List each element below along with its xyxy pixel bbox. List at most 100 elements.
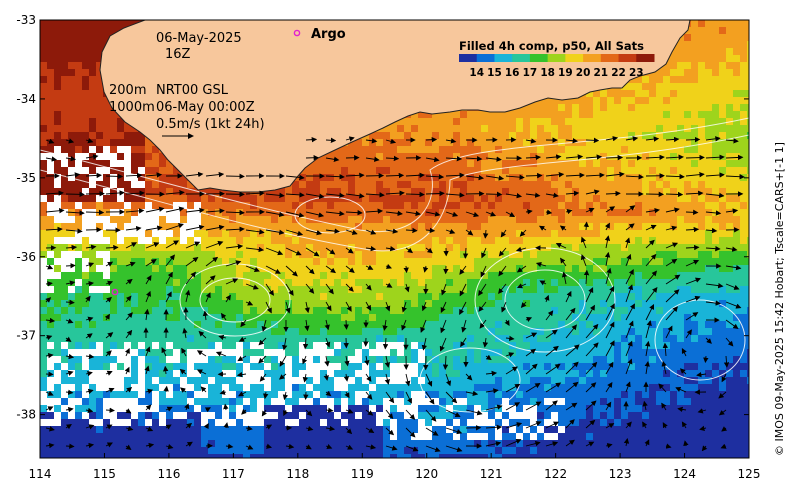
- sst-cell: [740, 104, 747, 111]
- sst-cell: [236, 370, 243, 377]
- sst-cell: [75, 258, 82, 265]
- sst-cell: [439, 272, 446, 279]
- sst-cell: [523, 377, 530, 384]
- sst-cell: [138, 321, 145, 328]
- sst-cell: [726, 132, 733, 139]
- sst-cell: [712, 90, 719, 97]
- sst-cell: [292, 335, 299, 342]
- sst-cell: [229, 258, 236, 265]
- sst-cell: [677, 104, 684, 111]
- sst-cell: [446, 300, 453, 307]
- sst-cell: [82, 55, 89, 62]
- sst-cell: [586, 321, 593, 328]
- sst-cell: [138, 251, 145, 258]
- sst-cell: [75, 314, 82, 321]
- sst-cell: [236, 223, 243, 230]
- sst-cell: [593, 90, 600, 97]
- sst-cell: [558, 139, 565, 146]
- sst-cell: [670, 153, 677, 160]
- sst-cell: [558, 104, 565, 111]
- sst-cell: [565, 265, 572, 272]
- sst-cell: [278, 279, 285, 286]
- sst-cell: [299, 272, 306, 279]
- sst-cell: [467, 300, 474, 307]
- sst-cell: [68, 230, 75, 237]
- sst-cell: [656, 76, 663, 83]
- sst-cell: [726, 41, 733, 48]
- sst-cell: [61, 293, 68, 300]
- sst-cell: [425, 223, 432, 230]
- sst-cell: [747, 314, 749, 321]
- sst-cell: [292, 251, 299, 258]
- sst-cell: [152, 167, 159, 174]
- sst-cell: [593, 356, 600, 363]
- sst-cell: [740, 34, 747, 41]
- sst-cell: [383, 314, 390, 321]
- sst-cell: [691, 181, 698, 188]
- sst-cell: [271, 314, 278, 321]
- sst-cell: [82, 139, 89, 146]
- sst-cell: [726, 223, 733, 230]
- sst-cell: [467, 258, 474, 265]
- sst-cell: [264, 335, 271, 342]
- sst-cell: [733, 258, 740, 265]
- sst-cell: [740, 286, 747, 293]
- sst-cell: [684, 195, 691, 202]
- sst-cell: [481, 202, 488, 209]
- sst-cell: [166, 293, 173, 300]
- sst-cell: [376, 195, 383, 202]
- sst-cell: [593, 167, 600, 174]
- sst-cell: [264, 272, 271, 279]
- sst-cell: [656, 90, 663, 97]
- sst-cell: [334, 146, 341, 153]
- sst-cell: [642, 272, 649, 279]
- sst-cell: [285, 230, 292, 237]
- sst-cell: [705, 293, 712, 300]
- sst-cell: [439, 279, 446, 286]
- sst-cell: [278, 307, 285, 314]
- sst-cell: [684, 321, 691, 328]
- sst-cell: [614, 90, 621, 97]
- sst-cell: [551, 272, 558, 279]
- sst-cell: [362, 300, 369, 307]
- sst-cell: [593, 146, 600, 153]
- sst-cell: [229, 272, 236, 279]
- sst-cell: [96, 321, 103, 328]
- sst-cell: [362, 153, 369, 160]
- sst-cell: [201, 293, 208, 300]
- sst-cell: [327, 258, 334, 265]
- sst-cell: [495, 237, 502, 244]
- sst-cell: [264, 300, 271, 307]
- sst-cell: [117, 181, 124, 188]
- sst-cell: [621, 167, 628, 174]
- sst-cell: [404, 314, 411, 321]
- sst-cell: [215, 356, 222, 363]
- sst-cell: [243, 216, 250, 223]
- sst-cell: [635, 342, 642, 349]
- sst-cell: [635, 307, 642, 314]
- sst-cell: [383, 174, 390, 181]
- sst-cell: [397, 118, 404, 125]
- sst-cell: [663, 188, 670, 195]
- sst-cell: [551, 146, 558, 153]
- sst-cell: [75, 321, 82, 328]
- sst-cell: [383, 223, 390, 230]
- sst-cell: [138, 258, 145, 265]
- sst-cell: [684, 111, 691, 118]
- sst-cell: [306, 244, 313, 251]
- sst-cell: [579, 293, 586, 300]
- sst-cell: [75, 62, 82, 69]
- sst-cell: [579, 265, 586, 272]
- sst-cell: [698, 139, 705, 146]
- sst-cell: [670, 335, 677, 342]
- sst-cell: [558, 293, 565, 300]
- sst-cell: [488, 125, 495, 132]
- sst-cell: [460, 321, 467, 328]
- sst-cell: [103, 328, 110, 335]
- sst-cell: [425, 251, 432, 258]
- sst-cell: [523, 251, 530, 258]
- sst-cell: [747, 83, 749, 90]
- sst-cell: [565, 160, 572, 167]
- sst-cell: [166, 349, 173, 356]
- sst-cell: [383, 370, 390, 377]
